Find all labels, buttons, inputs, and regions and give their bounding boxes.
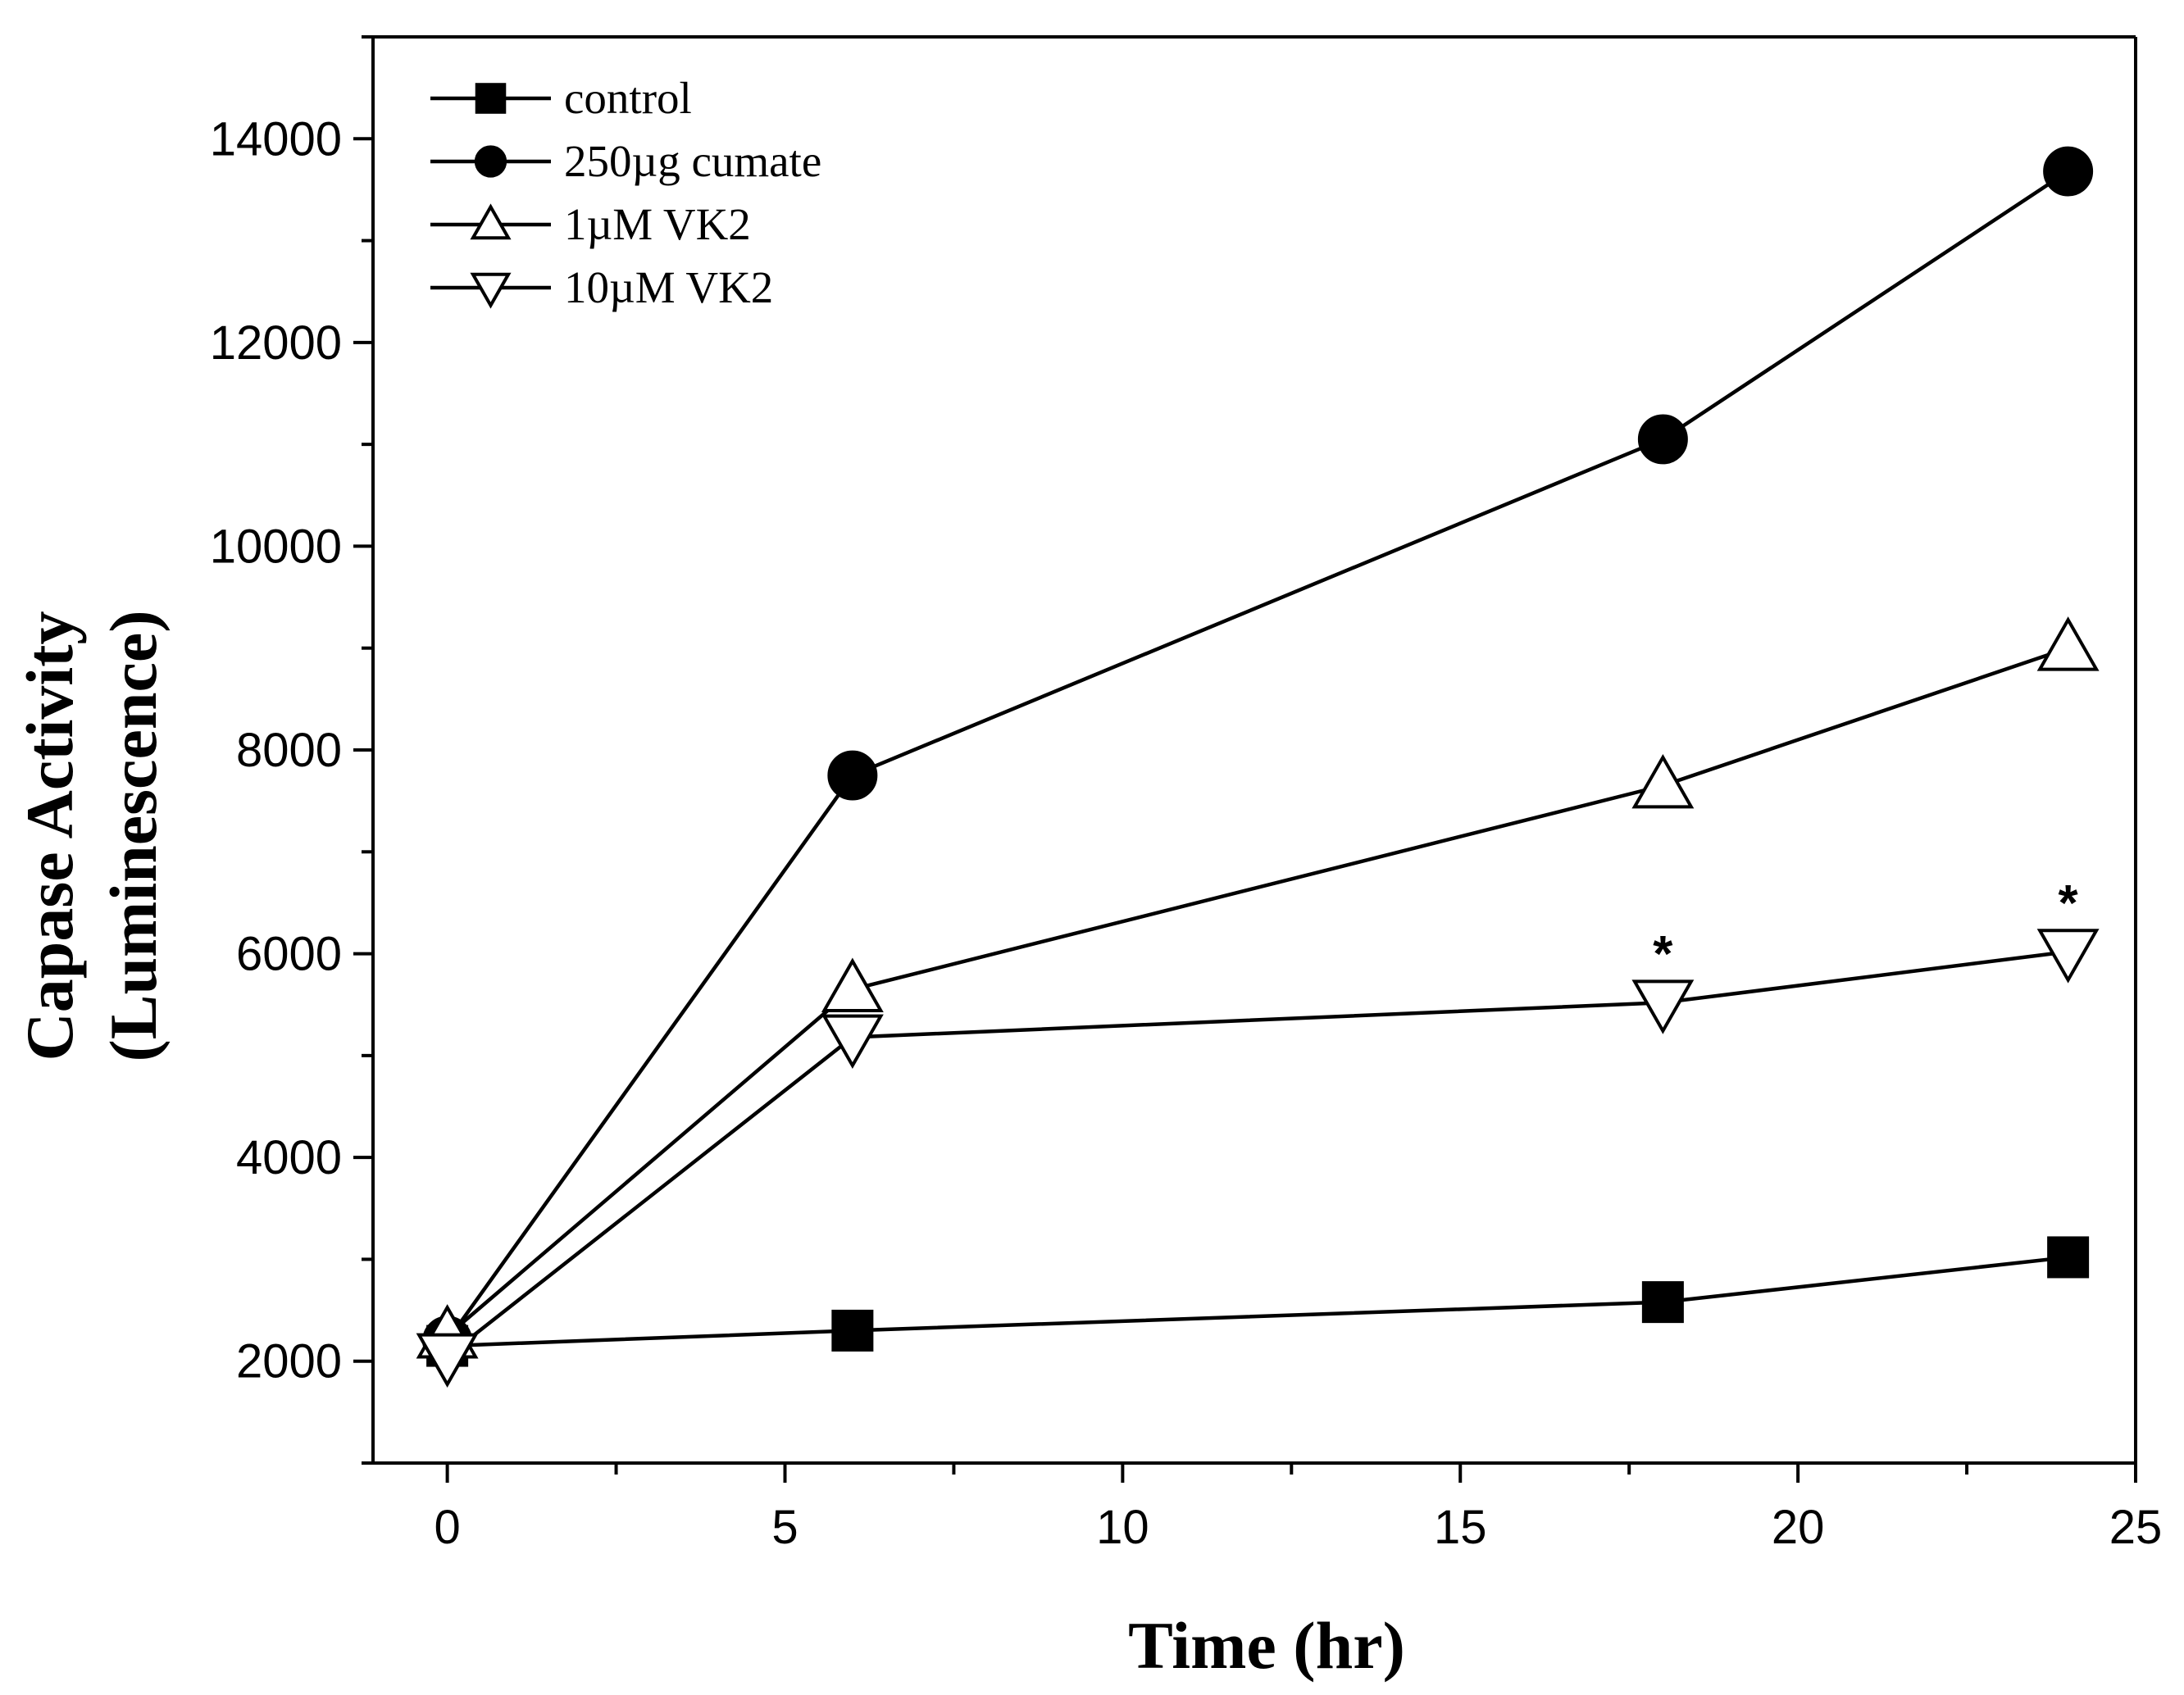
data-point-circle: [827, 750, 878, 801]
data-point-triangle-down: [2036, 929, 2100, 984]
legend-marker-triangle-up: [470, 203, 512, 240]
y-tick-label: 6000: [236, 928, 342, 981]
y-tick-label: 2000: [236, 1335, 342, 1388]
y-tick-label: 10000: [210, 520, 342, 573]
legend-item: 1µM VK2: [430, 199, 751, 249]
legend-item: 10µM VK2: [430, 262, 773, 312]
series-line: [445, 170, 2069, 1343]
legend-marker-square: [475, 83, 507, 114]
data-point-circle: [1637, 414, 1688, 465]
series-line: [446, 646, 2069, 1338]
significance-asterisk: *: [2059, 875, 2079, 932]
series-line: [447, 1255, 2068, 1348]
data-point-triangle-down: [821, 1014, 884, 1070]
data-point-triangle-up: [821, 957, 884, 1012]
y-tick-label: 8000: [236, 724, 342, 777]
legend-label: 250µg cumate: [564, 136, 821, 186]
series-layer: [416, 146, 2100, 1388]
x-tick-label: 0: [434, 1501, 460, 1554]
y-tick-label: 4000: [236, 1131, 342, 1184]
x-tick-label: 25: [2109, 1501, 2163, 1554]
x-tick-label: 15: [1434, 1501, 1487, 1554]
y-tick-label: 12000: [210, 316, 342, 370]
legend-label: control: [564, 73, 692, 123]
legend-item: control: [430, 73, 692, 123]
data-point-circle: [2043, 146, 2094, 197]
x-tick-label: 10: [1096, 1501, 1149, 1554]
data-point-square: [1641, 1281, 1684, 1324]
data-point-triangle-down: [1631, 979, 1695, 1034]
series-square: [426, 1236, 2090, 1367]
data-point-square: [831, 1309, 874, 1352]
axes: 0 5 10 15 20 25 2000 4000 6000 8000 10000 12000 1400…: [210, 35, 2163, 1554]
data-point-triangle-up: [2036, 616, 2100, 671]
y-tick-label: 14000: [210, 112, 342, 166]
series-triangle-down: [416, 929, 2100, 1388]
data-point-triangle-up: [1631, 753, 1695, 809]
legend-label: 10µM VK2: [564, 262, 773, 312]
annotations: **: [1653, 875, 2078, 983]
x-axis-title: Time (hr): [1128, 1608, 1405, 1683]
x-tick-label: 5: [771, 1501, 798, 1554]
data-point-triangle-down: [416, 1333, 479, 1388]
series-line: [446, 949, 2068, 1358]
series-circle: [422, 146, 2094, 1366]
legend-marker-circle: [474, 145, 507, 178]
y-axis-title-line2: (Luminescence): [96, 610, 171, 1061]
legend-label: 1µM VK2: [564, 199, 751, 249]
y-axis-title-line1: Capase Activity: [12, 611, 87, 1061]
series-triangle-up: [416, 616, 2100, 1359]
legend-marker-triangle-down: [470, 272, 512, 309]
x-tick-label: 20: [1772, 1501, 1825, 1554]
data-point-square: [2047, 1236, 2090, 1279]
legend: control 250µg cumate 1µM VK2 10µM VK2: [430, 73, 821, 312]
legend-item: 250µg cumate: [430, 136, 821, 186]
significance-asterisk: *: [1653, 926, 1673, 983]
